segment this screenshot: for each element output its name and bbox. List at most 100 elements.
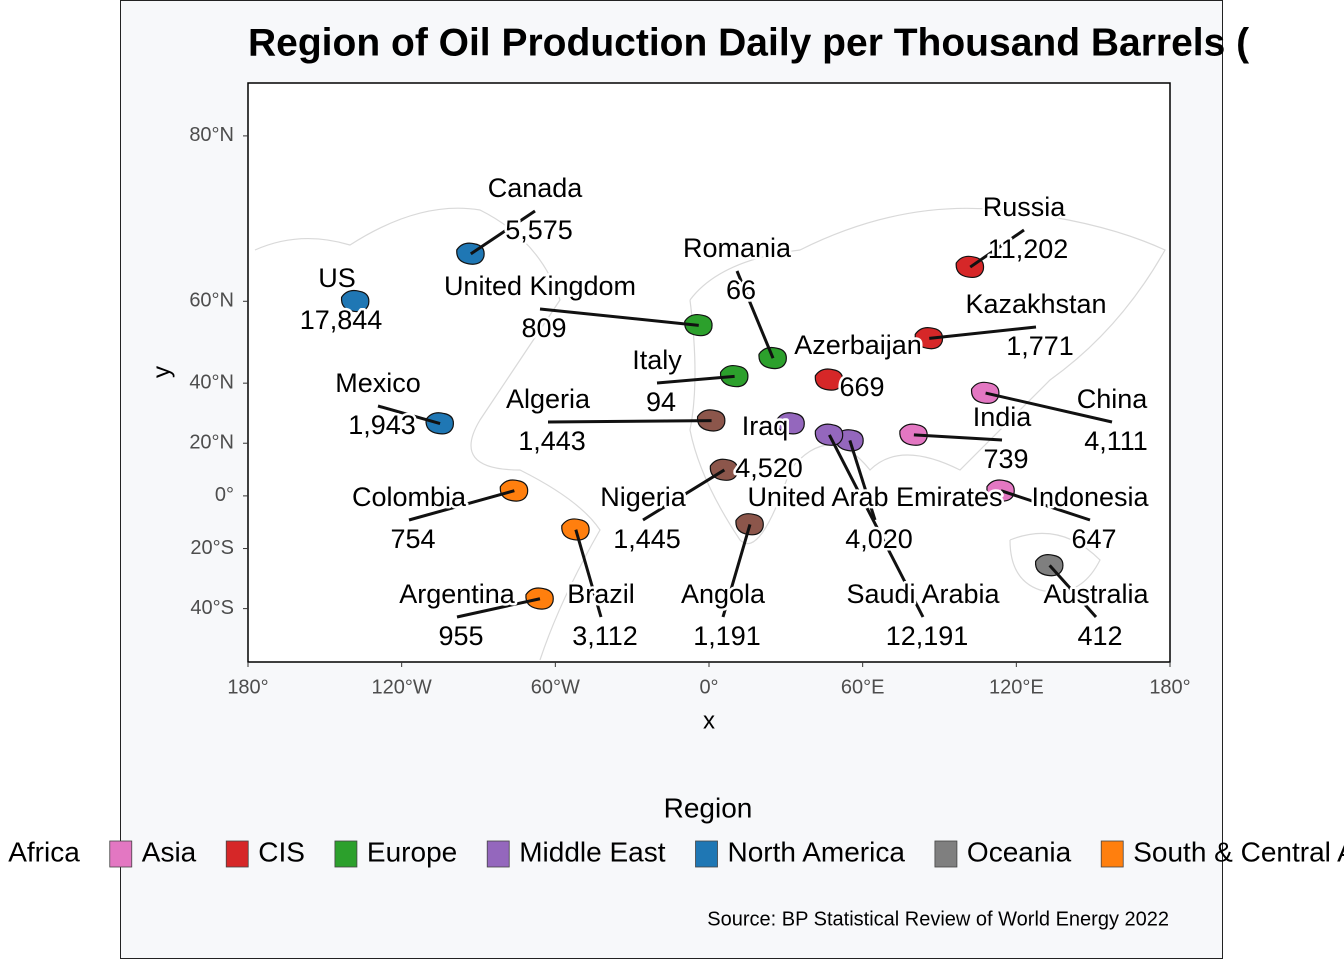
- country-label: Russia: [983, 192, 1067, 222]
- country-label: Australia: [1043, 579, 1149, 609]
- leader-line: [929, 325, 1037, 340]
- country-shape: [735, 513, 764, 536]
- country-label: Iraq: [742, 411, 789, 441]
- y-tick-label: 60°N: [189, 290, 234, 312]
- legend-key: [334, 840, 358, 868]
- leader-line: [913, 433, 1003, 442]
- chart-title: Region of Oil Production Daily per Thous…: [248, 21, 1249, 64]
- country-value: 66: [726, 275, 756, 305]
- leader-line: [574, 529, 603, 618]
- country-value: 4,020: [845, 524, 913, 554]
- map-panel: [247, 82, 1171, 663]
- country-label: Indonesia: [1031, 482, 1149, 512]
- country-value: 5,575: [505, 215, 573, 245]
- legend-label: Africa: [8, 836, 80, 867]
- country-shape: [970, 381, 1000, 404]
- country-label: US: [318, 263, 356, 293]
- country-label: Saudi Arabia: [846, 579, 1000, 609]
- land-outline: [1009, 532, 1101, 593]
- country-value: 17,844: [300, 305, 383, 335]
- leader-line: [377, 404, 441, 425]
- legend-key: [695, 840, 718, 868]
- country-shape: [776, 412, 805, 435]
- legend-key: [934, 840, 958, 868]
- leader-line: [469, 209, 536, 256]
- country-label: Angola: [681, 579, 766, 609]
- country-value: 1,443: [518, 426, 586, 456]
- land-outline: [689, 207, 1166, 545]
- legend-label: Middle East: [519, 836, 666, 867]
- country-label: United Arab Emirates: [747, 482, 1002, 512]
- leader-line: [1000, 489, 1091, 522]
- legend-label: Asia: [142, 836, 197, 867]
- country-value: 754: [390, 524, 435, 554]
- leader-line: [828, 434, 925, 618]
- countries: [340, 242, 1064, 610]
- land-outline: [254, 207, 601, 661]
- y-tick-label: 20°N: [189, 432, 234, 454]
- country-value: 647: [1071, 524, 1116, 554]
- x-tick-label: 120°E: [989, 676, 1044, 698]
- country-value: 669: [839, 372, 884, 402]
- country-shape: [561, 518, 590, 541]
- legend-title: Region: [664, 792, 753, 823]
- country-value: 1,191: [693, 621, 761, 651]
- country-label: Brazil: [567, 579, 635, 609]
- leader-line: [456, 597, 541, 619]
- country-label: China: [1077, 384, 1149, 414]
- country-value: 12,191: [886, 621, 969, 651]
- legend-key: [486, 840, 510, 868]
- land-outline: [254, 207, 1166, 661]
- country-label: United Kingdom: [444, 271, 636, 301]
- x-tick-label: 60°W: [531, 676, 580, 698]
- leader-lines: [377, 209, 1113, 619]
- leader-line: [721, 524, 752, 618]
- leader-line: [656, 374, 735, 385]
- leader-line: [1048, 564, 1098, 619]
- country-value: 412: [1077, 621, 1122, 651]
- country-value: 1,771: [1006, 331, 1074, 361]
- legend-label: Europe: [367, 836, 457, 867]
- x-tick-label: 120°W: [372, 676, 432, 698]
- country-label: Azerbaijan: [794, 330, 922, 360]
- leader-line: [408, 489, 515, 522]
- country-shape: [340, 289, 370, 313]
- x-tick-label: 0°: [699, 676, 718, 698]
- country-value: 1,445: [613, 524, 681, 554]
- legend-key: [1100, 840, 1124, 868]
- leader-line: [539, 307, 699, 327]
- country-label: India: [973, 402, 1033, 432]
- leader-line: [735, 270, 775, 359]
- legend-label: South & Central America: [1133, 836, 1344, 867]
- country-value: 739: [983, 444, 1028, 474]
- country-label: Kazakhstan: [965, 289, 1106, 319]
- country-label: Romania: [683, 233, 792, 263]
- x-tick-label: 180°: [1149, 676, 1190, 698]
- y-axis-title: y: [148, 366, 175, 378]
- country-label: Argentina: [399, 579, 516, 609]
- country-label: Nigeria: [600, 482, 687, 512]
- y-tick-label: 80°N: [189, 124, 234, 146]
- x-tick-label: 180°: [227, 676, 268, 698]
- country-shape: [1034, 554, 1064, 577]
- legend: Africa Asia CIS Europe Middle East North Amer…: [8, 836, 1344, 868]
- legend-key: [109, 840, 133, 868]
- caption: Source: BP Statistical Review of World E…: [707, 908, 1169, 930]
- country-value: 11,202: [988, 234, 1069, 264]
- country-value: 94: [646, 387, 676, 417]
- country-shape: [899, 423, 928, 446]
- country-shape: [814, 368, 844, 391]
- country-value: 3,112: [572, 621, 638, 651]
- country-label: Mexico: [335, 368, 421, 398]
- country-label: Italy: [632, 345, 682, 375]
- y-tick-label: 40°N: [189, 371, 234, 393]
- country-label: Algeria: [506, 384, 591, 414]
- country-value: 1,943: [348, 410, 416, 440]
- leader-line: [848, 440, 877, 521]
- leader-line: [547, 419, 712, 424]
- x-axis-title: x: [703, 707, 715, 734]
- labels: Canada 5,575 US 17,844 Mexico 1,943 United Kin…: [297, 171, 1152, 654]
- country-value: 4,520: [735, 453, 803, 483]
